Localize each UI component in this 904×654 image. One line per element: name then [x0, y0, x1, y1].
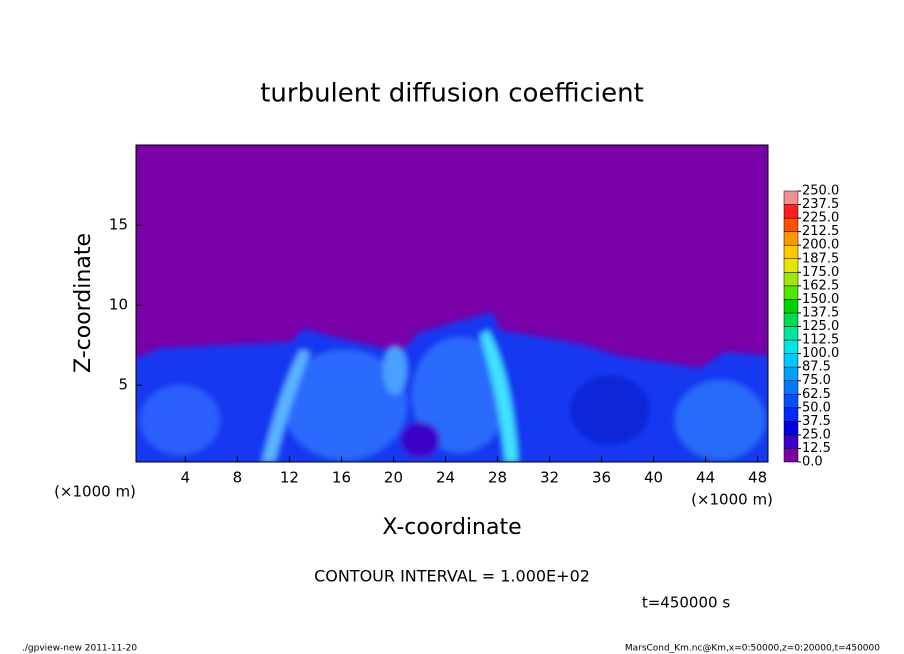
x-tick-label: 8 — [233, 469, 243, 487]
x-tick-label: 40 — [644, 469, 663, 487]
colorbar-label: 150.0 — [802, 292, 839, 307]
colorbar-label: 100.0 — [802, 346, 839, 361]
contour-interval: CONTOUR INTERVAL = 1.000E+02 — [314, 567, 590, 586]
colorbar-label: 237.5 — [802, 197, 839, 212]
colorbar-band — [783, 353, 799, 368]
colorbar-label: 212.5 — [802, 224, 839, 239]
colorbar-band — [783, 312, 799, 327]
field — [136, 312, 768, 462]
chart-title: turbulent diffusion coefficient — [260, 79, 644, 109]
colorbar-band — [783, 272, 799, 287]
colorbar-band — [783, 326, 799, 341]
x-tick-label: 44 — [696, 469, 715, 487]
x-tick-label: 12 — [280, 469, 299, 487]
colorbar-band — [783, 217, 799, 232]
colorbar-label: 225.0 — [802, 211, 839, 226]
colorbar-label: 187.5 — [802, 251, 839, 266]
colorbar-band — [783, 258, 799, 273]
colorbar-band — [783, 190, 799, 205]
x-tick-label: 16 — [332, 469, 351, 487]
colorbar-band — [783, 204, 799, 219]
footer-right: MarsCond_Km.nc@Km,x=0:50000,z=0:20000,t=… — [625, 644, 880, 654]
colorbar-label: 162.5 — [802, 278, 839, 293]
plot-frame — [135, 144, 769, 463]
x-tick-label: 4 — [181, 469, 191, 487]
colorbar-label: 12.5 — [802, 441, 831, 456]
colorbar-label: 200.0 — [802, 238, 839, 253]
y-tick-label: 15 — [109, 216, 128, 234]
colorbar-band — [783, 231, 799, 246]
colorbar-band — [783, 394, 799, 409]
colorbar-label: 37.5 — [802, 414, 831, 429]
colorbar-band — [783, 380, 799, 395]
colorbar-label: 62.5 — [802, 387, 831, 402]
time-label: t=450000 s — [642, 594, 730, 612]
colorbar-band — [783, 421, 799, 436]
colorbar-label: 0.0 — [802, 455, 823, 470]
colorbar-label: 112.5 — [802, 333, 839, 348]
colorbar-label: 50.0 — [802, 400, 831, 415]
colorbar-band — [783, 285, 799, 300]
colorbar-band — [783, 339, 799, 354]
colorbar-band — [783, 366, 799, 381]
colorbar-label: 175.0 — [802, 265, 839, 280]
colorbar-label: 75.0 — [802, 373, 831, 388]
x-tick-label: 24 — [436, 469, 455, 487]
x-tick-label: 28 — [488, 469, 507, 487]
x-axis-title: X-coordinate — [382, 515, 521, 540]
colorbar-band — [783, 434, 799, 449]
x-tick-label: 32 — [540, 469, 559, 487]
x-tick-label: 36 — [592, 469, 611, 487]
x-tick-label: 48 — [748, 469, 767, 487]
colorbar-band — [783, 407, 799, 422]
y-tick-label: 5 — [118, 376, 128, 394]
colorbar-label: 25.0 — [802, 427, 831, 442]
colorbar-band — [783, 448, 799, 463]
colorbar-label: 125.0 — [802, 319, 839, 334]
footer-left: ./gpview-new 2011-11-20 — [22, 644, 137, 654]
colorbar-label: 87.5 — [802, 360, 831, 375]
x-unit-label: (×1000 m) — [691, 491, 773, 509]
y-tick-label: 10 — [109, 296, 128, 314]
colorbar-label: 250.0 — [802, 184, 839, 199]
x-unit-label: (×1000 m) — [54, 483, 136, 501]
y-axis-title: Z-coordinate — [71, 233, 96, 373]
colorbar-label: 137.5 — [802, 305, 839, 320]
x-tick-label: 20 — [384, 469, 403, 487]
colorbar-band — [783, 244, 799, 259]
colorbar-band — [783, 299, 799, 314]
